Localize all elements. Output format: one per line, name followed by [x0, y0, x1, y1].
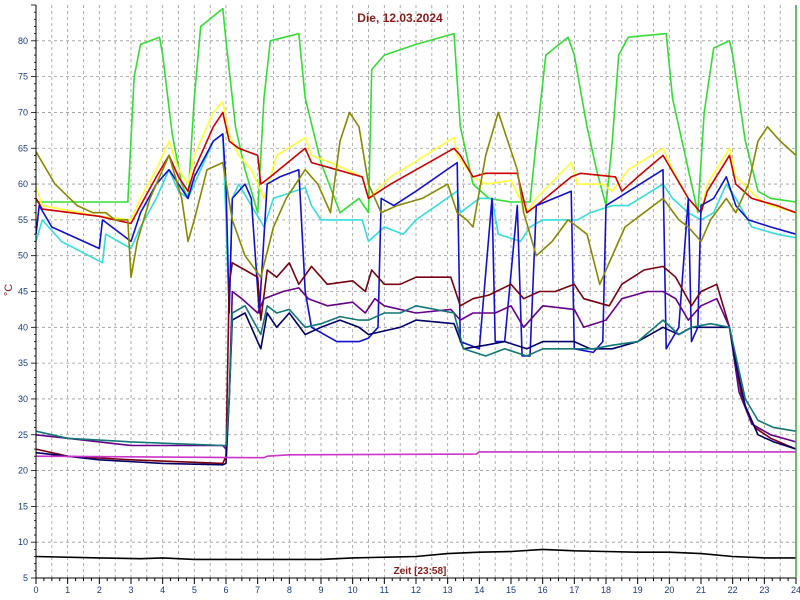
x-tick-label: 4 [160, 585, 165, 595]
x-tick-label: 7 [255, 585, 260, 595]
y-tick-label: 25 [18, 430, 28, 440]
x-tick-label: 19 [633, 585, 643, 595]
y-tick-label: 15 [18, 501, 28, 511]
axes [31, 4, 797, 584]
x-tick-label: 20 [664, 585, 674, 595]
series-line-7 [35, 262, 797, 465]
y-tick-labels: 5 10 15 20 25 30 35 40 45 50 55 60 65 70 75 80 [18, 36, 28, 583]
series-line-1 [36, 7, 797, 214]
x-tick-label: 6 [223, 585, 228, 595]
y-tick-label: 80 [18, 36, 28, 46]
series-line-12 [35, 548, 796, 561]
x-tick-label: 11 [380, 585, 389, 595]
x-tick-label: 10 [348, 585, 358, 595]
x-tick-label: 3 [128, 585, 133, 595]
x-tick-label: 15 [506, 585, 516, 595]
y-tick-label: 45 [18, 287, 28, 297]
y-tick-label: 70 [18, 107, 28, 117]
y-tick-label: 60 [18, 179, 28, 189]
x-tick-label: 21 [696, 585, 706, 595]
y-tick-label: 55 [18, 215, 28, 225]
y-tick-label: 65 [18, 143, 28, 153]
y-tick-label: 10 [18, 537, 28, 547]
y-tick-label: 5 [23, 573, 28, 583]
series-line-11 [35, 451, 796, 459]
x-tick-label: 2 [97, 585, 102, 595]
series-line-6 [35, 111, 797, 286]
x-tick-label: 17 [569, 585, 579, 595]
series-line-9 [35, 312, 797, 466]
x-tick-label: 9 [318, 585, 323, 595]
chart-title: Die, 12.03.2024 [357, 11, 443, 25]
x-tick-label: 13 [443, 585, 453, 595]
series-line-8 [35, 287, 797, 450]
x-tick-label: 24 [791, 585, 800, 595]
x-axis-label: Zeit [23:58] [394, 566, 447, 577]
x-tick-label: 22 [728, 585, 738, 595]
x-tick-labels: 0 1 2 3 4 5 6 7 8 9 10 11 12 13 14 15 16 17 18 19 20 21 22 23 24 [33, 585, 800, 595]
y-axis-label: °C [3, 284, 15, 296]
series-line-10 [35, 305, 797, 447]
x-tick-label: 14 [474, 585, 484, 595]
x-tick-label: 16 [538, 585, 548, 595]
y-tick-label: 20 [18, 466, 28, 476]
series-group [35, 7, 797, 561]
y-tick-label: 30 [18, 394, 28, 404]
y-tick-label: 40 [18, 322, 28, 332]
x-tick-label: 18 [601, 585, 611, 595]
x-tick-label: 1 [65, 585, 70, 595]
x-tick-label: 8 [287, 585, 292, 595]
y-tick-label: 35 [18, 358, 28, 368]
x-tick-label: 23 [759, 585, 769, 595]
y-tick-label: 75 [18, 72, 28, 82]
x-tick-label: 5 [192, 585, 197, 595]
y-tick-label: 50 [18, 251, 28, 261]
series-line-3 [35, 111, 797, 225]
x-tick-label: 0 [33, 585, 38, 595]
x-tick-label: 12 [411, 585, 421, 595]
